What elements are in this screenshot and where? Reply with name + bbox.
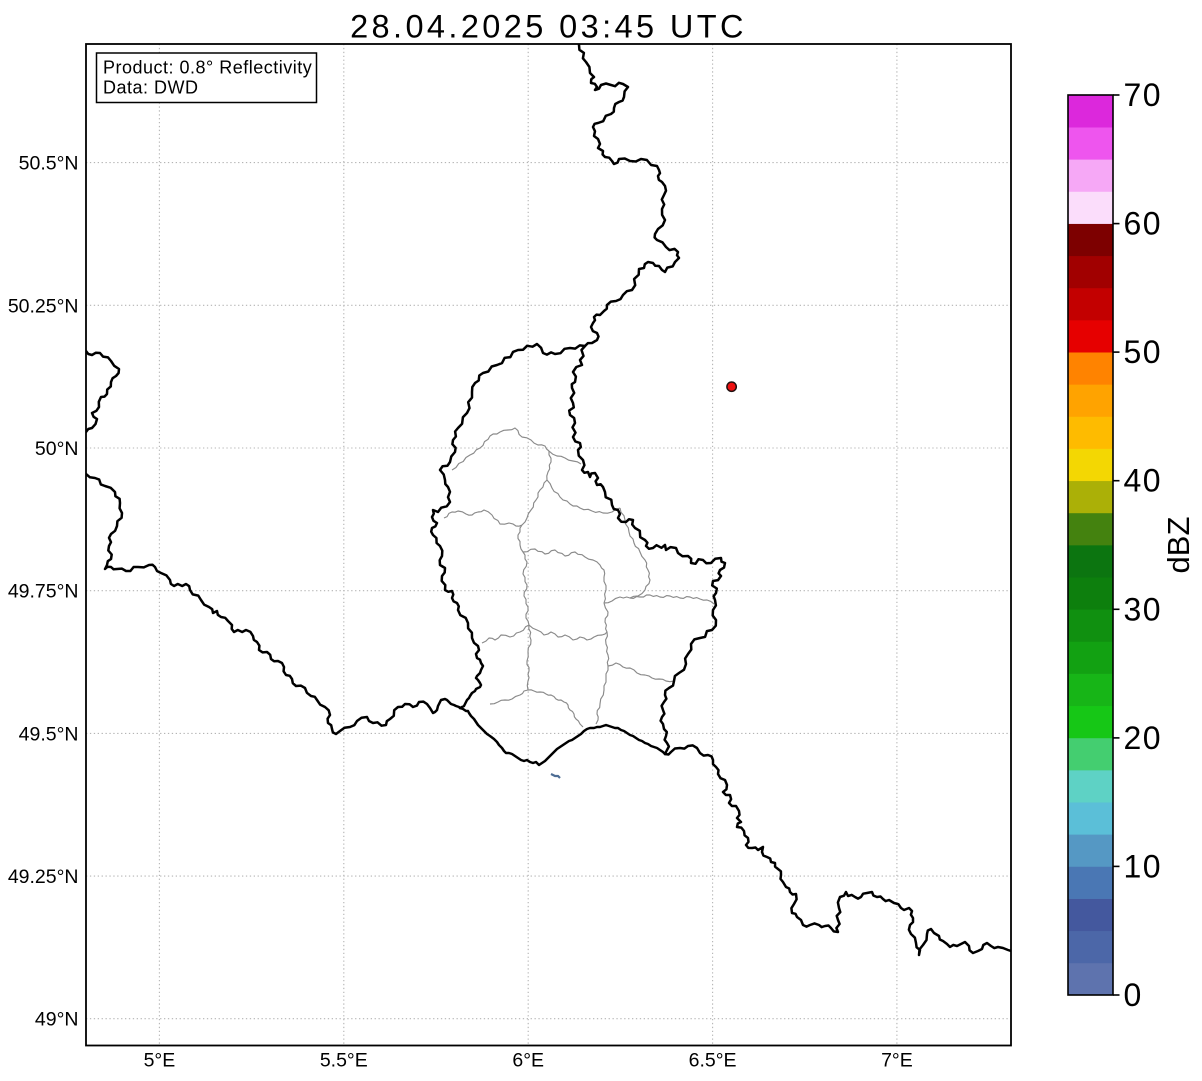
- svg-text:6.5°E: 6.5°E: [689, 1050, 737, 1072]
- svg-text:6°E: 6°E: [512, 1050, 544, 1072]
- svg-text:70: 70: [1124, 77, 1163, 113]
- svg-text:Data: DWD: Data: DWD: [103, 78, 199, 98]
- svg-text:50°N: 50°N: [35, 438, 79, 460]
- svg-text:49.25°N: 49.25°N: [8, 866, 79, 888]
- svg-text:49°N: 49°N: [35, 1009, 79, 1031]
- svg-text:49.75°N: 49.75°N: [8, 581, 79, 603]
- svg-text:49.5°N: 49.5°N: [19, 723, 79, 745]
- svg-text:30: 30: [1124, 591, 1163, 627]
- svg-text:50: 50: [1124, 334, 1163, 370]
- svg-text:Product: 0.8° Reflectivity: Product: 0.8° Reflectivity: [103, 58, 312, 78]
- svg-text:7°E: 7°E: [881, 1050, 913, 1072]
- svg-text:60: 60: [1124, 206, 1163, 242]
- svg-text:20: 20: [1124, 720, 1163, 756]
- svg-text:dBZ: dBZ: [1161, 517, 1196, 574]
- svg-text:10: 10: [1124, 848, 1163, 884]
- svg-text:0: 0: [1124, 977, 1143, 1013]
- svg-text:28.04.2025 03:45 UTC: 28.04.2025 03:45 UTC: [350, 9, 747, 45]
- svg-text:5°E: 5°E: [144, 1050, 176, 1072]
- svg-text:5.5°E: 5.5°E: [320, 1050, 368, 1072]
- svg-text:40: 40: [1124, 463, 1163, 499]
- svg-text:50.25°N: 50.25°N: [8, 295, 79, 317]
- svg-text:50.5°N: 50.5°N: [19, 153, 79, 175]
